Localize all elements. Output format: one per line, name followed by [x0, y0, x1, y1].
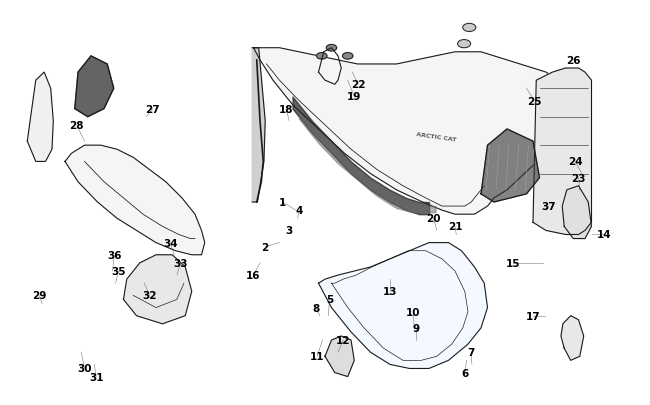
Polygon shape [533, 69, 592, 235]
Polygon shape [124, 255, 192, 324]
Polygon shape [65, 146, 205, 255]
Text: ARCTIC CAT: ARCTIC CAT [416, 132, 457, 143]
Text: 7: 7 [467, 347, 475, 357]
Text: 35: 35 [111, 266, 125, 276]
Text: 19: 19 [347, 92, 361, 102]
Circle shape [326, 45, 337, 52]
Text: 17: 17 [526, 311, 540, 321]
Text: 3: 3 [285, 226, 293, 236]
Text: 14: 14 [597, 230, 612, 240]
Polygon shape [27, 73, 53, 162]
Text: 29: 29 [32, 291, 46, 301]
Polygon shape [562, 186, 592, 239]
Text: 18: 18 [279, 104, 293, 114]
Text: 25: 25 [527, 96, 541, 106]
Text: 31: 31 [89, 372, 103, 382]
Text: 26: 26 [566, 56, 580, 66]
Text: 28: 28 [70, 121, 84, 130]
Text: 33: 33 [174, 258, 188, 268]
Text: 24: 24 [568, 157, 582, 167]
Text: 15: 15 [506, 258, 521, 268]
Text: 1: 1 [279, 198, 287, 207]
Circle shape [317, 53, 327, 60]
Text: 5: 5 [326, 295, 333, 305]
Text: 37: 37 [541, 202, 556, 211]
Polygon shape [325, 336, 354, 377]
Text: 10: 10 [406, 307, 421, 317]
Text: 34: 34 [163, 238, 177, 248]
Circle shape [458, 40, 471, 49]
Polygon shape [561, 316, 584, 360]
Text: 11: 11 [310, 352, 324, 361]
Text: 6: 6 [461, 368, 469, 377]
Text: 12: 12 [336, 335, 350, 345]
Text: 36: 36 [107, 250, 122, 260]
Text: 16: 16 [246, 271, 261, 280]
Text: 20: 20 [426, 214, 441, 224]
Text: 21: 21 [448, 222, 462, 232]
Text: 13: 13 [383, 287, 397, 296]
Text: 4: 4 [295, 206, 303, 215]
Text: 27: 27 [146, 104, 160, 114]
Polygon shape [75, 57, 114, 117]
Text: 9: 9 [413, 323, 419, 333]
Polygon shape [481, 130, 540, 202]
Text: 2: 2 [261, 242, 269, 252]
Polygon shape [252, 49, 265, 202]
Text: 23: 23 [571, 173, 586, 183]
Circle shape [343, 53, 353, 60]
Polygon shape [318, 243, 488, 369]
Polygon shape [254, 49, 572, 215]
Text: 22: 22 [351, 80, 365, 90]
Text: 30: 30 [77, 364, 92, 373]
Circle shape [463, 24, 476, 32]
Text: 32: 32 [142, 291, 157, 301]
Text: 8: 8 [312, 303, 320, 313]
